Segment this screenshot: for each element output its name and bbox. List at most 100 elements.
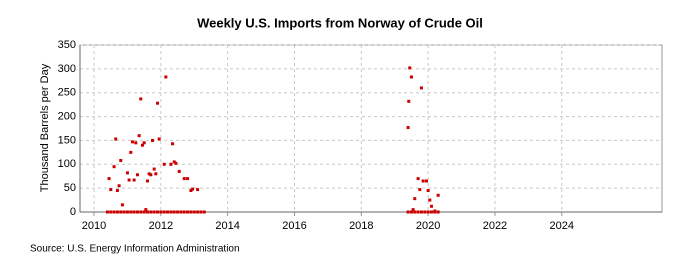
point bbox=[413, 210, 417, 214]
point bbox=[196, 210, 200, 214]
point bbox=[112, 165, 116, 169]
point bbox=[202, 210, 206, 214]
point bbox=[171, 142, 175, 146]
point bbox=[142, 210, 146, 214]
point bbox=[182, 210, 186, 214]
point bbox=[107, 177, 111, 181]
point bbox=[189, 210, 193, 214]
point bbox=[132, 210, 136, 214]
point bbox=[125, 171, 129, 175]
point bbox=[129, 150, 133, 154]
point bbox=[162, 210, 166, 214]
plot-frame bbox=[79, 44, 663, 213]
point bbox=[162, 162, 166, 166]
point bbox=[157, 137, 161, 141]
point bbox=[132, 178, 136, 182]
point bbox=[140, 143, 144, 147]
point bbox=[117, 184, 121, 188]
point bbox=[169, 210, 173, 214]
point bbox=[145, 210, 149, 214]
point bbox=[105, 210, 109, 214]
point bbox=[409, 210, 413, 214]
point bbox=[150, 138, 154, 142]
point bbox=[135, 210, 139, 214]
x-tick-label: 2012 bbox=[149, 220, 173, 232]
point bbox=[122, 210, 126, 214]
point bbox=[191, 187, 195, 191]
point bbox=[433, 210, 437, 214]
point bbox=[164, 75, 168, 79]
point bbox=[125, 210, 129, 214]
y-tick-label: 150 bbox=[58, 134, 76, 146]
point bbox=[429, 204, 433, 208]
point bbox=[134, 141, 138, 145]
point bbox=[115, 210, 119, 214]
point bbox=[115, 189, 119, 193]
x-tick-label: 2010 bbox=[82, 220, 106, 232]
point bbox=[149, 210, 153, 214]
point bbox=[144, 208, 148, 212]
point bbox=[152, 167, 156, 171]
y-tick-label: 200 bbox=[58, 110, 76, 122]
point bbox=[176, 210, 180, 214]
point bbox=[174, 161, 178, 165]
point bbox=[142, 141, 146, 145]
point bbox=[177, 169, 181, 173]
point bbox=[419, 86, 423, 90]
x-tick-label: 2024 bbox=[550, 220, 574, 232]
point bbox=[426, 189, 430, 193]
point bbox=[426, 210, 430, 214]
point bbox=[416, 177, 420, 181]
point bbox=[114, 137, 118, 141]
point bbox=[119, 210, 123, 214]
point bbox=[172, 210, 176, 214]
point bbox=[416, 210, 420, 214]
point bbox=[109, 210, 113, 214]
point bbox=[418, 188, 422, 192]
y-axis-label: Thousand Barrels per Day bbox=[39, 63, 51, 192]
point bbox=[411, 208, 415, 212]
point bbox=[112, 210, 116, 214]
point bbox=[408, 66, 412, 70]
point bbox=[436, 193, 440, 197]
point bbox=[159, 210, 163, 214]
point bbox=[419, 210, 423, 214]
point bbox=[169, 162, 173, 166]
point bbox=[192, 210, 196, 214]
point bbox=[135, 173, 139, 177]
point bbox=[424, 179, 428, 183]
y-tick-label: 300 bbox=[58, 63, 76, 75]
point bbox=[149, 173, 153, 177]
point bbox=[156, 101, 160, 105]
point bbox=[120, 203, 124, 207]
point bbox=[130, 140, 134, 144]
x-tick-label: 2014 bbox=[215, 220, 239, 232]
point bbox=[423, 210, 427, 214]
point bbox=[189, 189, 193, 193]
y-tick-label: 0 bbox=[70, 206, 76, 218]
point bbox=[139, 97, 143, 101]
point bbox=[406, 126, 410, 130]
point bbox=[407, 99, 411, 103]
point bbox=[152, 210, 156, 214]
point bbox=[172, 160, 176, 164]
point bbox=[127, 178, 131, 182]
x-tick-label: 2022 bbox=[483, 220, 507, 232]
x-tick-label: 2016 bbox=[282, 220, 306, 232]
y-tick-label: 50 bbox=[64, 182, 76, 194]
point bbox=[429, 210, 433, 214]
x-tick-label: 2018 bbox=[349, 220, 373, 232]
point bbox=[154, 172, 158, 176]
x-tick-label: 2020 bbox=[416, 220, 440, 232]
point bbox=[199, 210, 203, 214]
point bbox=[428, 198, 432, 202]
point bbox=[145, 179, 149, 183]
point bbox=[182, 177, 186, 181]
point bbox=[147, 172, 151, 176]
y-tick-label: 100 bbox=[58, 158, 76, 170]
point bbox=[413, 197, 417, 201]
y-tick-label: 350 bbox=[58, 39, 76, 51]
point bbox=[109, 188, 113, 192]
